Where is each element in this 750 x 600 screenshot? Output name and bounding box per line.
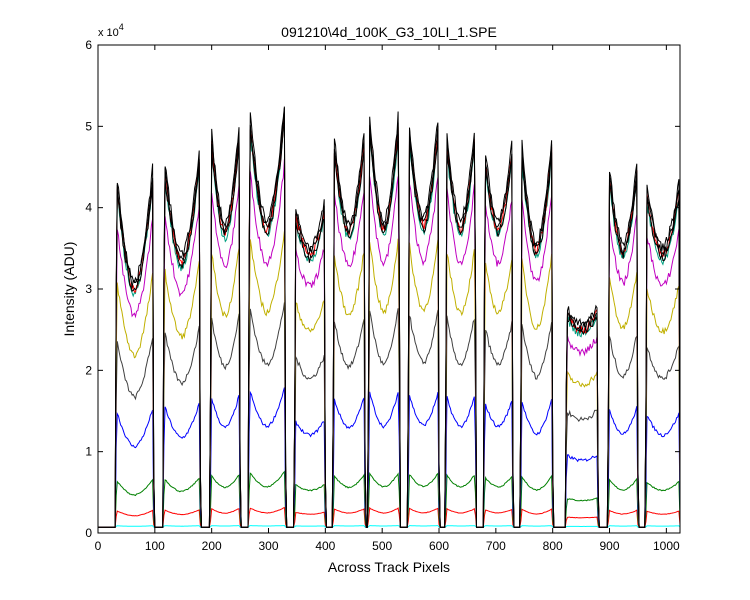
y-axis-multiplier: x 104 <box>98 22 124 39</box>
y-tick-label: 2 <box>85 363 92 377</box>
series-line-9 <box>98 120 680 528</box>
y-tick-label: 5 <box>85 119 92 133</box>
y-tick-label: 0 <box>85 526 92 540</box>
series-line-5 <box>98 231 680 528</box>
x-tick-label: 400 <box>315 539 335 553</box>
series-line-11 <box>98 106 680 528</box>
chart-title: 091210\4d_100K_G3_10LI_1.SPE <box>281 24 497 40</box>
y-axis-label: Intensity (ADU) <box>61 242 77 337</box>
x-tick-label: 700 <box>486 539 506 553</box>
x-tick-label: 200 <box>202 539 222 553</box>
x-axis-ticks: 0 100 200 300 400 500 600 700 800 900 1000 <box>95 45 680 553</box>
series-line-4 <box>98 302 680 528</box>
x-tick-label: 800 <box>543 539 563 553</box>
x-tick-label: 300 <box>258 539 278 553</box>
series-layer <box>98 106 680 528</box>
y-axis-ticks: 0 1 2 3 4 5 6 <box>85 38 680 540</box>
x-tick-label: 1000 <box>653 539 680 553</box>
y-multiplier-base: x 10 <box>98 27 119 39</box>
y-tick-label: 6 <box>85 38 92 52</box>
series-line-3 <box>98 387 680 528</box>
x-tick-label: 600 <box>429 539 449 553</box>
x-tick-label: 0 <box>95 539 102 553</box>
plot-area <box>98 45 680 533</box>
x-tick-label: 500 <box>372 539 392 553</box>
x-tick-label: 100 <box>145 539 165 553</box>
y-tick-label: 1 <box>85 445 92 459</box>
x-tick-label: 900 <box>600 539 620 553</box>
series-line-1 <box>98 506 680 528</box>
y-tick-label: 4 <box>85 201 92 215</box>
series-line-0 <box>98 524 680 528</box>
y-multiplier-exponent: 4 <box>119 22 124 32</box>
series-line-2 <box>98 470 680 528</box>
series-line-6 <box>98 159 680 528</box>
x-axis-label: Across Track Pixels <box>328 559 450 575</box>
y-tick-label: 3 <box>85 282 92 296</box>
